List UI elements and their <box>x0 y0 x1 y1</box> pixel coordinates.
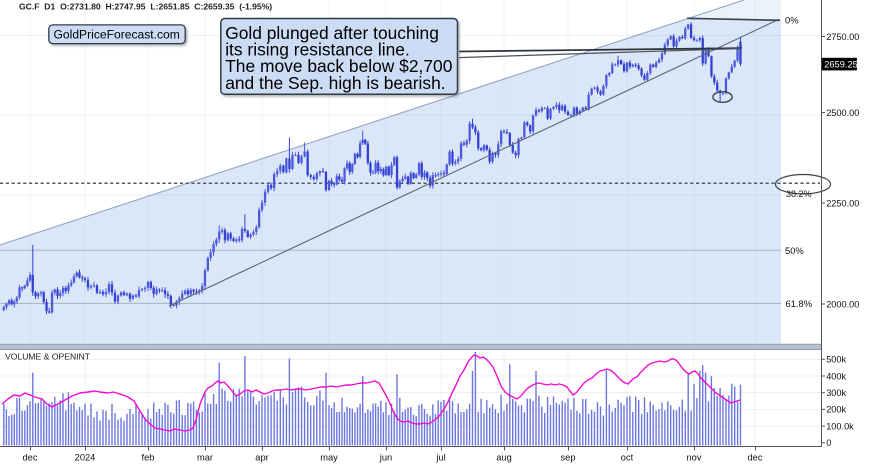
svg-text:GC.F D1 O:2731.80 H:2747.95: GC.F D1 O:2731.80 H:2747.95 L:2651.85 C:… <box>19 2 272 12</box>
svg-text:dec: dec <box>23 453 38 463</box>
svg-text:200k: 200k <box>826 405 846 415</box>
svg-text:0: 0 <box>826 438 831 448</box>
svg-text:38.2%: 38.2% <box>786 189 812 199</box>
svg-text:61.8%: 61.8% <box>786 298 813 309</box>
svg-text:2000.00: 2000.00 <box>826 299 859 309</box>
svg-text:VOLUME & OPENINT: VOLUME & OPENINT <box>5 352 91 362</box>
svg-text:feb: feb <box>142 453 155 463</box>
svg-text:aug: aug <box>496 453 512 463</box>
svg-text:may: may <box>320 453 338 463</box>
svg-text:and the Sep. high is bearish.: and the Sep. high is bearish. <box>225 73 445 93</box>
svg-text:apr: apr <box>255 453 268 463</box>
svg-text:mar: mar <box>197 453 213 463</box>
svg-text:jun: jun <box>379 453 392 463</box>
svg-text:2250.00: 2250.00 <box>826 198 859 208</box>
svg-text:2024: 2024 <box>75 453 96 463</box>
svg-text:The move back below $2,700: The move back below $2,700 <box>225 56 452 76</box>
svg-text:2500.00: 2500.00 <box>826 108 859 118</box>
svg-text:50%: 50% <box>785 245 804 256</box>
svg-text:GoldPriceForecast.com: GoldPriceForecast.com <box>54 28 180 42</box>
svg-text:100.0k: 100.0k <box>826 421 854 431</box>
svg-text:sep: sep <box>561 453 576 463</box>
svg-text:dec: dec <box>748 453 763 463</box>
svg-text:its rising resistance line.: its rising resistance line. <box>225 40 410 60</box>
svg-text:jul: jul <box>435 453 445 463</box>
svg-text:Gold plunged after touching: Gold plunged after touching <box>225 23 439 43</box>
svg-text:500k: 500k <box>826 355 846 365</box>
svg-text:oct: oct <box>621 453 634 463</box>
svg-text:nov: nov <box>687 453 702 463</box>
svg-text:0%: 0% <box>785 15 799 26</box>
svg-text:2750.00: 2750.00 <box>826 32 859 42</box>
svg-text:400k: 400k <box>826 371 846 381</box>
svg-text:2659.25: 2659.25 <box>824 59 858 69</box>
svg-text:300k: 300k <box>826 388 846 398</box>
